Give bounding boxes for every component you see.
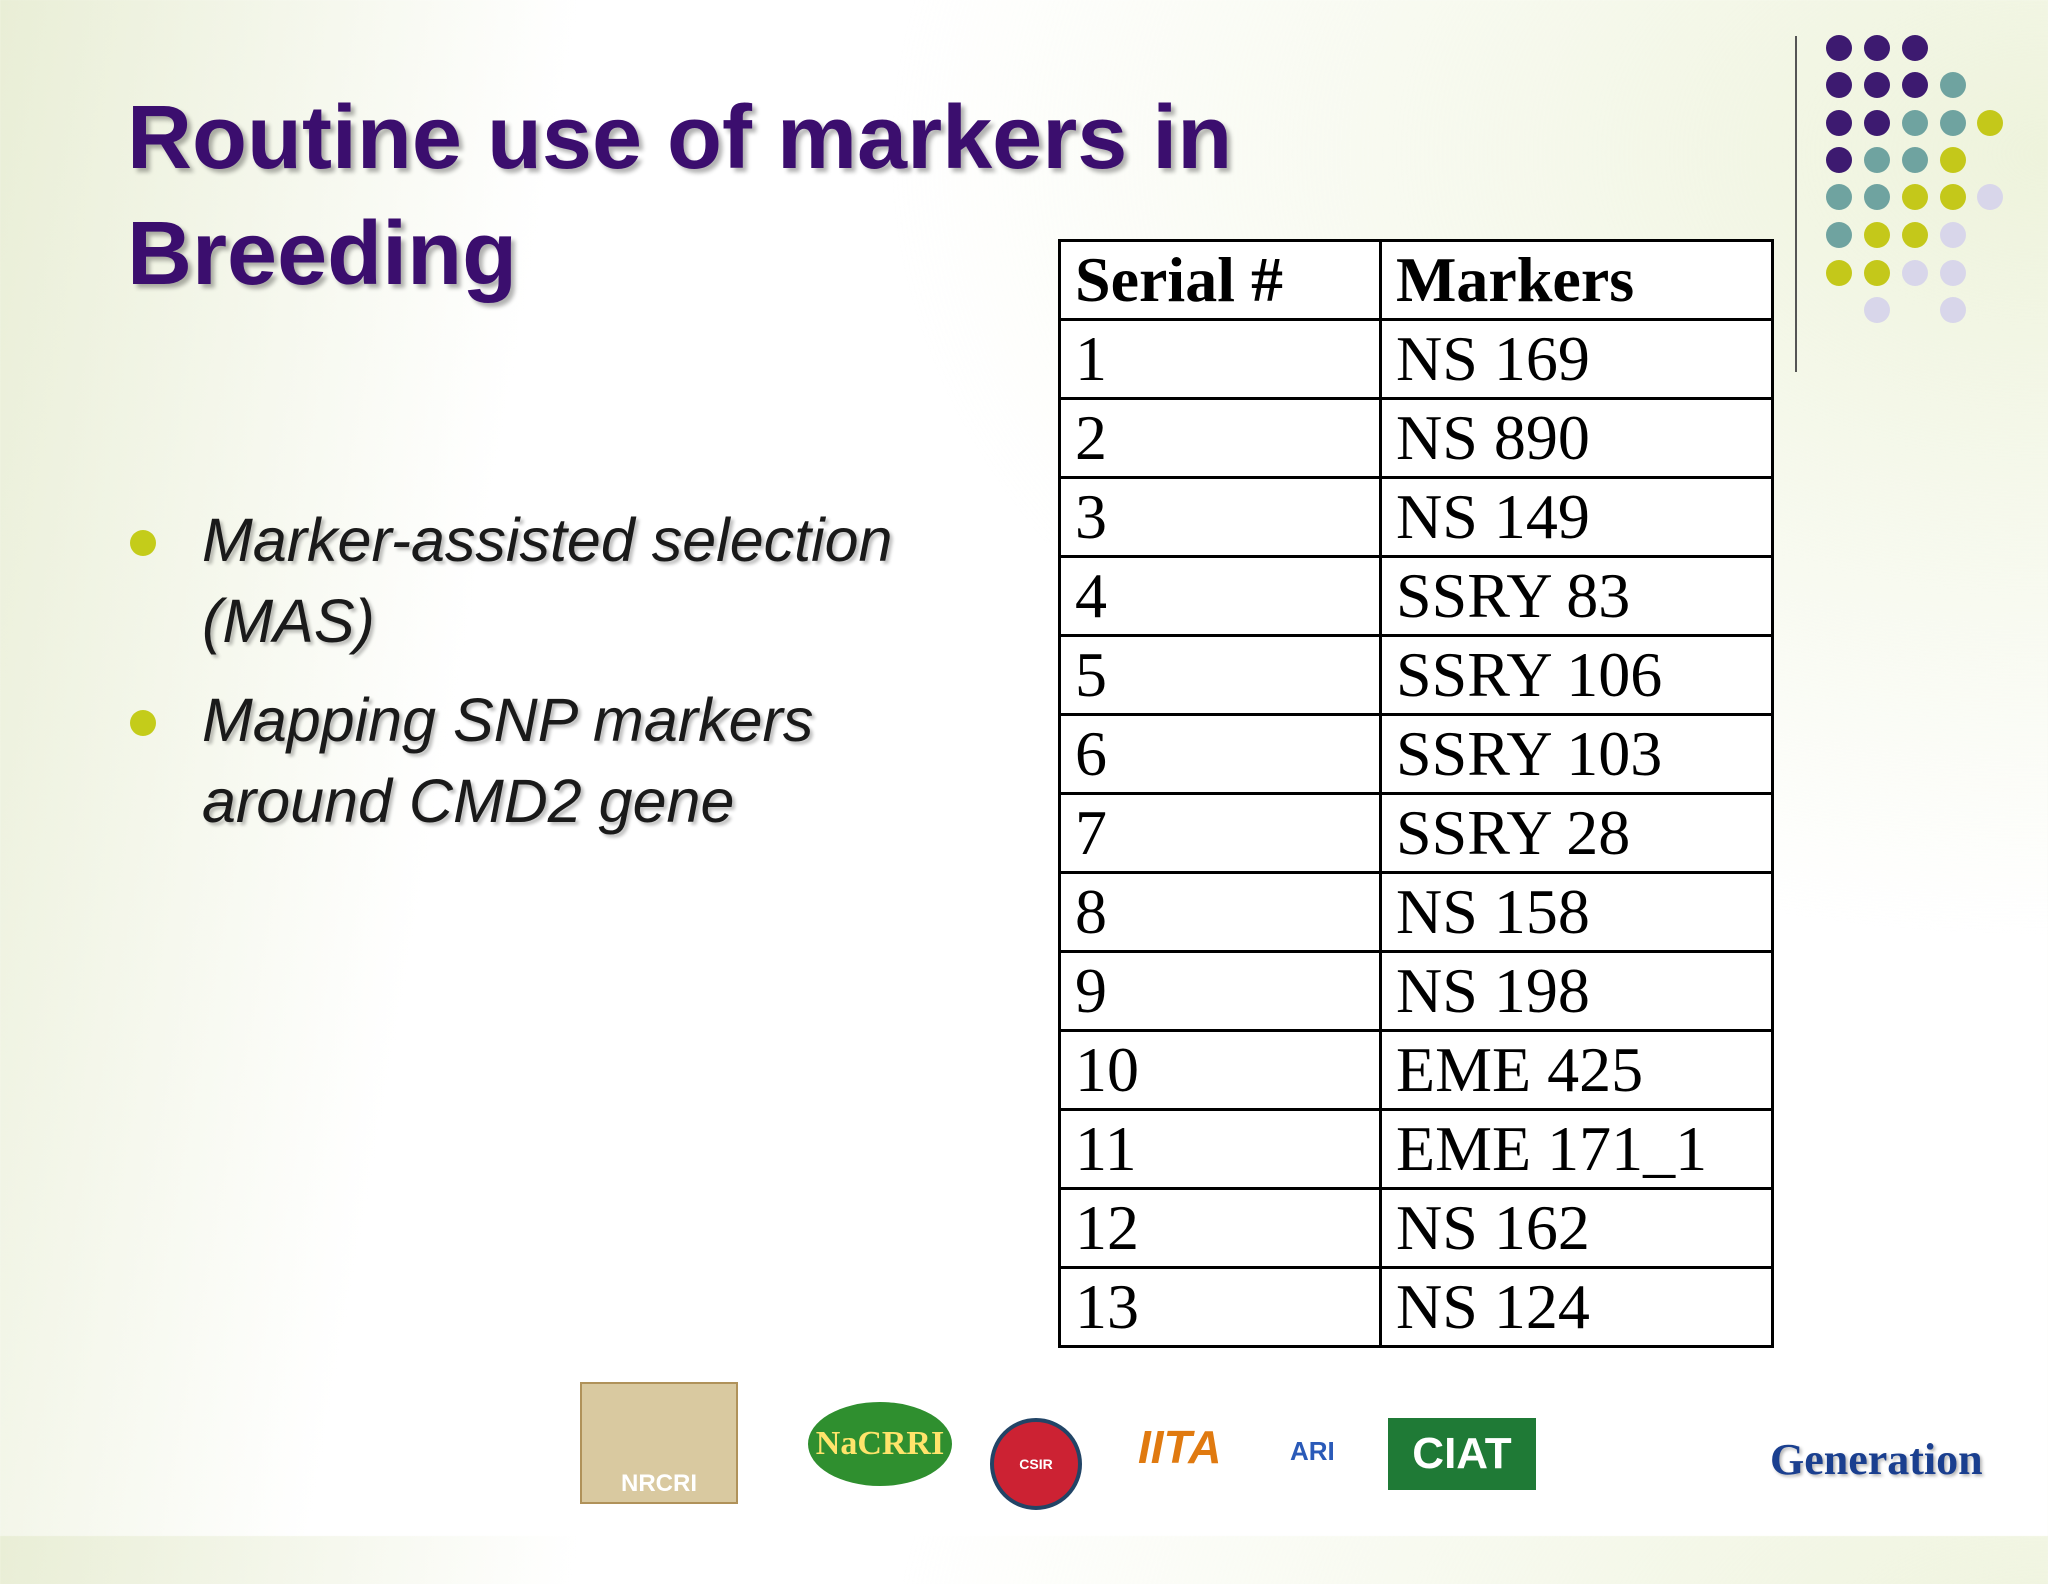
dot-grid: [1826, 35, 2003, 323]
dot: [1940, 110, 1966, 136]
dot: [1940, 72, 1966, 98]
table-body: Serial # Markers 1 NS 169 2 NS 890 3 NS 149 4 SSR…: [1058, 239, 1774, 1348]
table-row: 2 NS 890: [1058, 397, 1774, 479]
table-cell: NS 158: [1379, 871, 1774, 953]
logo: CIAT: [1388, 1418, 1536, 1490]
table-row: 11 EME 171_1: [1058, 1108, 1774, 1190]
table-cell: 2: [1058, 397, 1382, 479]
dot: [1826, 110, 1852, 136]
table-row: 13 NS 124: [1058, 1266, 1774, 1348]
header-cell: Serial #: [1058, 239, 1382, 321]
dot: [1940, 260, 1966, 286]
table-cell: SSRY 83: [1379, 555, 1774, 637]
logo: ARI: [1290, 1436, 1335, 1466]
table-cell: 11: [1058, 1108, 1382, 1190]
table-row: 10 EME 425: [1058, 1029, 1774, 1111]
logo: NaCRRI: [808, 1402, 952, 1486]
dot: [1940, 147, 1966, 173]
table-cell: SSRY 103: [1379, 713, 1774, 795]
dot: [1940, 222, 1966, 248]
dot: [1826, 222, 1852, 248]
slide: Routine use of markers in Breeding Marke…: [0, 0, 2048, 1536]
dot: [1902, 260, 1928, 286]
table-cell: NS 169: [1379, 318, 1774, 400]
table-row: 8 NS 158: [1058, 871, 1774, 953]
dot: [1902, 72, 1928, 98]
dot: [1902, 184, 1928, 210]
table-row: 6 SSRY 103: [1058, 713, 1774, 795]
dot: [1940, 297, 1966, 323]
logo: NRCRI: [580, 1382, 738, 1504]
dot: [1902, 222, 1928, 248]
dot: [1902, 147, 1928, 173]
logo: Generation: [1770, 1435, 1983, 1484]
table-cell: SSRY 28: [1379, 792, 1774, 874]
dot: [1864, 72, 1890, 98]
table-row: 9 NS 198: [1058, 950, 1774, 1032]
dot: [1826, 72, 1852, 98]
table-cell: 9: [1058, 950, 1382, 1032]
dot: [1826, 35, 1852, 61]
table-cell: 6: [1058, 713, 1382, 795]
dot: [1864, 110, 1890, 136]
table-cell: 10: [1058, 1029, 1382, 1111]
table-row: 12 NS 162: [1058, 1187, 1774, 1269]
dot: [1902, 35, 1928, 61]
table-cell: 8: [1058, 871, 1382, 953]
logo: CSIR: [990, 1418, 1082, 1510]
bullet-list: Marker-assisted selection (MAS) Mapping …: [130, 500, 990, 860]
table-cell: 7: [1058, 792, 1382, 874]
table-cell: NS 162: [1379, 1187, 1774, 1269]
bullet: Mapping SNP markers around CMD2 gene: [130, 680, 990, 842]
table-row: 1 NS 169: [1058, 318, 1774, 400]
dot: [1864, 260, 1890, 286]
table-cell: NS 890: [1379, 397, 1774, 479]
dot: [1864, 147, 1890, 173]
table-cell: EME 425: [1379, 1029, 1774, 1111]
header-row: Serial # Markers: [1058, 239, 1774, 321]
table-row: 4 SSRY 83: [1058, 555, 1774, 637]
table-row: 7 SSRY 28: [1058, 792, 1774, 874]
dot: [1864, 35, 1890, 61]
dot: [1977, 184, 2003, 210]
dot: [1977, 110, 2003, 136]
dot: [1864, 297, 1890, 323]
table-cell: 3: [1058, 476, 1382, 558]
dot: [1826, 260, 1852, 286]
table-cell: 5: [1058, 634, 1382, 716]
markers-table: Serial # Markers 1 NS 169 2 NS 890 3 NS 149 4 SSR…: [1058, 239, 1774, 1348]
table-cell: 4: [1058, 555, 1382, 637]
table-cell: 1: [1058, 318, 1382, 400]
dot: [1902, 110, 1928, 136]
table-cell: NS 149: [1379, 476, 1774, 558]
dot: [1940, 184, 1966, 210]
table-cell: NS 198: [1379, 950, 1774, 1032]
table-cell: EME 171_1: [1379, 1108, 1774, 1190]
slide-title: Routine use of markers in Breeding: [127, 88, 1233, 304]
dot: [1826, 147, 1852, 173]
dot: [1864, 184, 1890, 210]
table-cell: SSRY 106: [1379, 634, 1774, 716]
bullet: Marker-assisted selection (MAS): [130, 500, 990, 662]
table-cell: 12: [1058, 1187, 1382, 1269]
table-row: 3 NS 149: [1058, 476, 1774, 558]
logo: IITA: [1138, 1421, 1222, 1473]
table-cell: NS 124: [1379, 1266, 1774, 1348]
table-cell: 13: [1058, 1266, 1382, 1348]
dot: [1864, 222, 1890, 248]
header-cell: Markers: [1379, 239, 1774, 321]
table-row: 5 SSRY 106: [1058, 634, 1774, 716]
dot: [1826, 184, 1852, 210]
